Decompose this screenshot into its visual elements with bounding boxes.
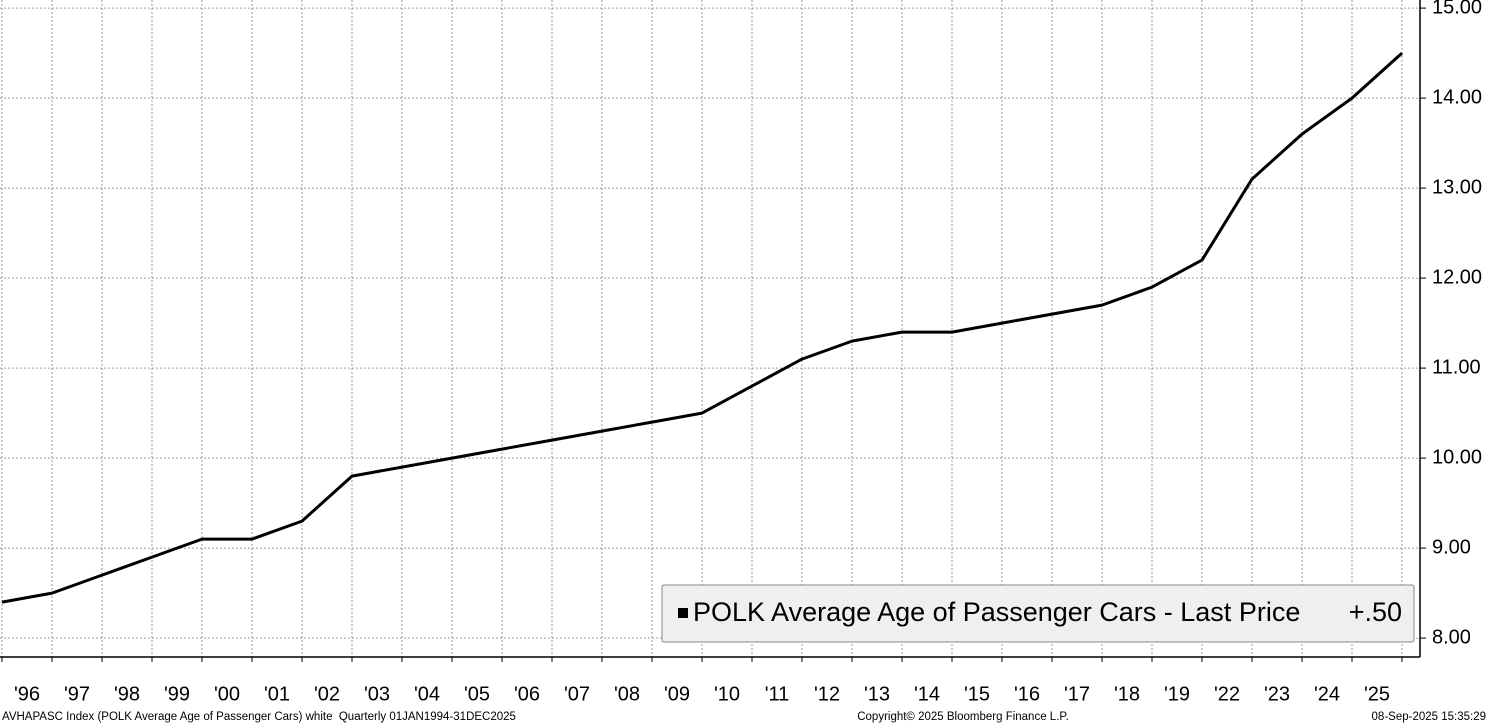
x-tick-label: '19 — [1164, 683, 1190, 705]
x-tick-label: '25 — [1364, 683, 1390, 705]
x-tick-label: '15 — [964, 683, 990, 705]
footer-center: Copyright© 2025 Bloomberg Finance L.P. — [857, 711, 1069, 723]
x-tick-label: '09 — [664, 683, 690, 705]
x-tick-label: '97 — [64, 683, 90, 705]
footer-right: 08-Sep-2025 15:35:29 — [1372, 711, 1486, 723]
x-tick-label: '11 — [765, 683, 790, 705]
x-tick-label: '22 — [1214, 683, 1240, 705]
x-tick-label: '17 — [1064, 683, 1090, 705]
x-tick-label: '98 — [114, 683, 140, 705]
x-tick-label: '13 — [864, 683, 890, 705]
footer-left: AVHAPASC Index (POLK Average Age of Pass… — [2, 711, 516, 723]
x-tick-label: '24 — [1314, 683, 1340, 705]
line — [1, 51, 1404, 604]
x-tick-label: '96 — [14, 683, 40, 705]
x-tick-label: '08 — [614, 683, 640, 705]
y-tick-label: 15.00 — [1432, 0, 1482, 18]
legend-change: +.50 — [1349, 597, 1402, 627]
x-tick-label: '02 — [314, 683, 340, 705]
y-tick-label: 8.00 — [1432, 626, 1471, 648]
y-tick-label: 12.00 — [1432, 266, 1482, 288]
x-tick-label: '06 — [514, 683, 540, 705]
y-tick-label: 13.00 — [1432, 176, 1482, 198]
legend-box — [661, 584, 1415, 643]
x-tick-label: '16 — [1014, 683, 1040, 705]
legend-label: POLK Average Age of Passenger Cars - Las… — [693, 597, 1300, 627]
y-tick-label: 9.00 — [1432, 536, 1471, 558]
x-tick-label: '03 — [364, 683, 390, 705]
x-tick-label: '00 — [214, 683, 240, 705]
x-tick-label: '10 — [714, 683, 740, 705]
x-tick-label: '23 — [1264, 683, 1290, 705]
x-tick-label: '12 — [814, 683, 840, 705]
y-tick-label: 10.00 — [1432, 446, 1482, 468]
x-tick-label: '05 — [464, 683, 490, 705]
x-tick-label: '01 — [264, 683, 290, 705]
y-tick-label: 11.00 — [1432, 356, 1481, 378]
x-tick-label: '14 — [914, 683, 940, 705]
x-tick-label: '07 — [564, 683, 590, 705]
legend-swatch — [678, 608, 688, 618]
x-tick-label: '99 — [164, 683, 190, 705]
x-tick-label: '18 — [1114, 683, 1140, 705]
x-tick-label: '04 — [414, 683, 440, 705]
y-tick-label: 14.00 — [1432, 86, 1482, 108]
